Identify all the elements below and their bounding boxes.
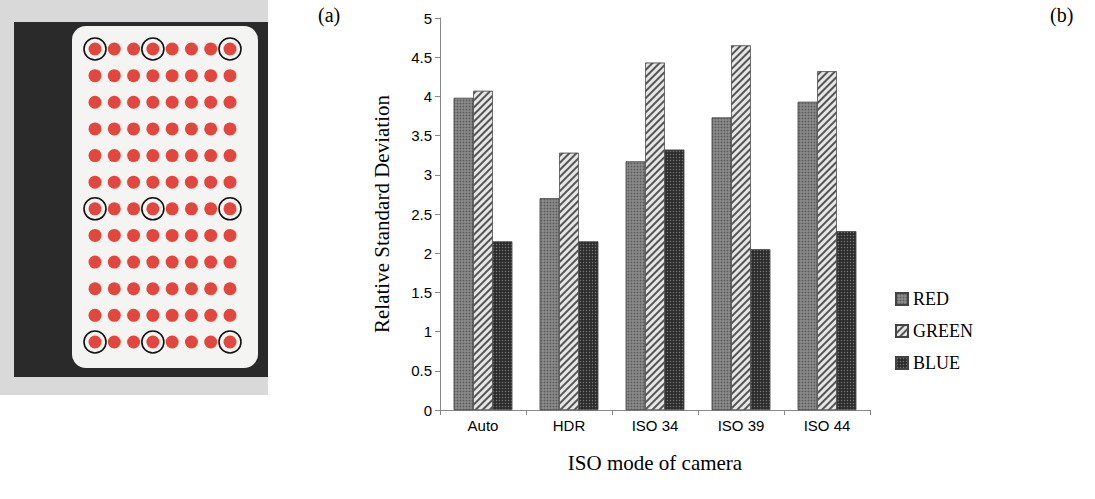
svg-text:1.5: 1.5 [411, 284, 432, 301]
svg-text:ISO 39: ISO 39 [718, 417, 765, 434]
svg-text:GREEN: GREEN [913, 321, 973, 341]
svg-text:RED: RED [913, 289, 949, 309]
svg-text:2.5: 2.5 [411, 206, 432, 223]
svg-text:2: 2 [424, 245, 432, 262]
html-text:(a): (a) [318, 4, 341, 26]
svg-text:ISO mode of camera: ISO mode of camera [568, 451, 743, 475]
svg-text:HDR: HDR [553, 417, 586, 434]
svg-text:Relative Standard Deviation: Relative Standard Deviation [370, 95, 394, 333]
svg-text:1: 1 [424, 323, 432, 340]
svg-text:5: 5 [424, 10, 432, 27]
svg-text:3.5: 3.5 [411, 127, 432, 144]
svg-text:ISO 34: ISO 34 [632, 417, 679, 434]
svg-text:Auto: Auto [468, 417, 499, 434]
svg-text:ISO 44: ISO 44 [804, 417, 851, 434]
svg-text:BLUE: BLUE [913, 353, 960, 373]
html-text:(b): (b) [1050, 4, 1074, 26]
svg-text:3: 3 [424, 166, 432, 183]
svg-text:0.5: 0.5 [411, 362, 432, 379]
svg-text:0: 0 [424, 402, 432, 419]
svg-text:4.5: 4.5 [411, 49, 432, 66]
svg-text:4: 4 [424, 88, 432, 105]
